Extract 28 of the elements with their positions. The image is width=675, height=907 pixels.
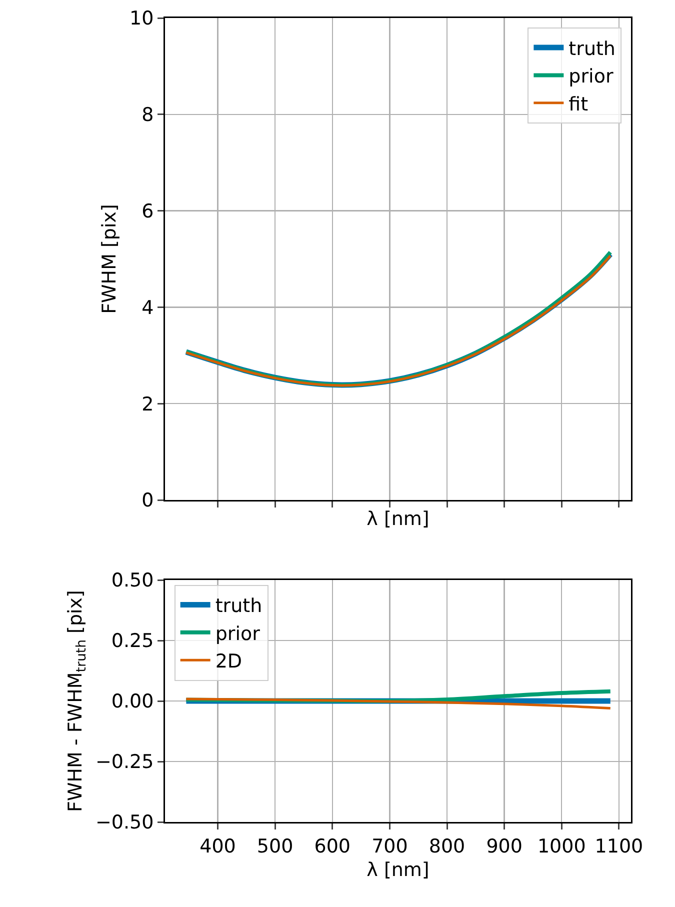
y-tick-label: 0.50 bbox=[111, 570, 154, 592]
legend-label: truth bbox=[568, 38, 616, 60]
y-tick-label: 0 bbox=[142, 490, 154, 512]
legend-label: truth bbox=[215, 595, 262, 618]
legend-label: 2D bbox=[215, 650, 242, 672]
x-tick-label: 1100 bbox=[594, 835, 644, 858]
y-tick-label: 2 bbox=[142, 393, 154, 416]
x-tick-label: 700 bbox=[372, 835, 408, 858]
x-tick-label: 900 bbox=[486, 835, 522, 858]
x-axis-title: λ [nm] bbox=[366, 508, 430, 530]
x-tick-label: 800 bbox=[428, 835, 466, 858]
legend-label: prior bbox=[215, 622, 260, 645]
legend-label: fit bbox=[568, 93, 588, 116]
x-axis-title: λ [nm] bbox=[366, 858, 430, 881]
y-axis-title: FWHM [pix] bbox=[98, 204, 121, 314]
legend-label: prior bbox=[568, 66, 614, 88]
y-tick-label: 0.25 bbox=[111, 630, 154, 652]
x-tick-label: 600 bbox=[314, 835, 351, 858]
y-tick-label: −0.50 bbox=[95, 812, 154, 834]
y-tick-label: 6 bbox=[142, 200, 154, 222]
y-tick-label: 8 bbox=[142, 104, 154, 126]
x-tick-label: 400 bbox=[200, 835, 236, 858]
x-tick-label: 1000 bbox=[537, 835, 586, 858]
y-tick-label: 10 bbox=[130, 8, 154, 30]
y-tick-label: −0.25 bbox=[95, 751, 154, 774]
y-tick-label: 4 bbox=[142, 296, 154, 319]
x-tick-label: 500 bbox=[256, 835, 294, 858]
y-tick-label: 0.00 bbox=[111, 690, 154, 713]
